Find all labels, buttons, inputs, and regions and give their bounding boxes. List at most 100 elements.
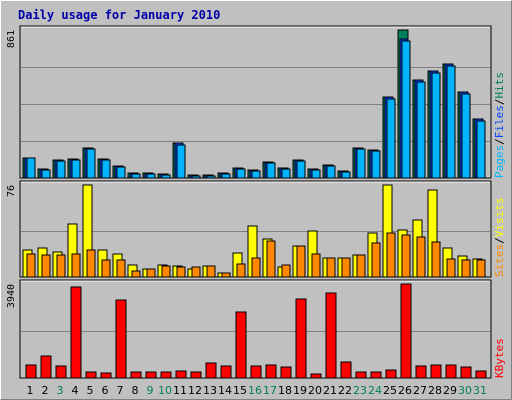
bar-kbytes xyxy=(235,311,247,379)
x-tick-label: 13 xyxy=(203,384,217,397)
bar-kbytes xyxy=(25,364,37,379)
bar-sites xyxy=(161,265,171,278)
bar-sites xyxy=(191,266,201,278)
bar-sites xyxy=(71,253,81,278)
bar-pages xyxy=(341,171,351,179)
bar-pages xyxy=(431,72,441,179)
series-pages xyxy=(26,40,486,179)
bar-pages xyxy=(236,168,246,179)
y-axis-legend: Pages/Files/Hits xyxy=(493,72,506,178)
x-tick-label: 24 xyxy=(368,384,382,397)
bar-kbytes xyxy=(355,371,367,379)
legend-kbytes: KBytes xyxy=(493,338,506,378)
bar-kbytes xyxy=(310,373,322,379)
bar-kbytes xyxy=(460,366,472,379)
bar-sites xyxy=(356,254,366,278)
bar-sites xyxy=(131,270,141,278)
bar-sites xyxy=(176,266,186,278)
bar-kbytes xyxy=(175,370,187,379)
bar-pages xyxy=(41,169,51,179)
bar-kbytes xyxy=(415,365,427,379)
series-sites xyxy=(26,232,486,278)
bar-sites xyxy=(86,249,96,278)
bar-pages xyxy=(71,159,81,179)
bar-sites xyxy=(26,253,36,278)
bar-pages xyxy=(371,150,381,179)
x-axis-labels: 1 2 3 4 5 6 7 8 9 10 11 12 13 14 15 16 17 18 19 20 21 22 23 24 2… xyxy=(27,384,488,397)
x-tick-label: 15 xyxy=(233,384,247,397)
chart-panels: 861Pages/Files/Hits76Sites/Visits3940KBy… xyxy=(6,25,506,379)
bar-sites xyxy=(146,268,156,278)
bar-pages xyxy=(476,120,486,179)
bar-pages xyxy=(206,175,216,179)
bar-kbytes xyxy=(220,365,232,379)
bar-kbytes xyxy=(70,286,82,379)
bar-pages xyxy=(191,175,201,179)
bar-pages xyxy=(131,173,141,179)
x-tick-label: 30 xyxy=(458,384,472,397)
bar-pages xyxy=(311,169,321,179)
bar-sites xyxy=(221,272,231,278)
bar-pages xyxy=(401,40,411,179)
x-tick-label: 11 xyxy=(173,384,187,397)
y-max-label: 76 xyxy=(6,185,17,197)
bar-pages xyxy=(86,148,96,179)
x-tick-label: 2 xyxy=(42,384,49,397)
x-tick-label: 1 xyxy=(27,384,34,397)
x-tick-label: 8 xyxy=(132,384,139,397)
x-tick-label: 28 xyxy=(428,384,442,397)
bar-kbytes xyxy=(400,283,412,379)
bar-pages xyxy=(386,98,396,179)
bar-sites xyxy=(341,257,351,278)
panel-3: 3940 KBytes xyxy=(6,279,506,379)
x-tick-label: 10 xyxy=(158,384,172,397)
y-axis-legend: KBytes xyxy=(493,338,506,378)
y-max-label: 3940 xyxy=(6,284,17,308)
x-tick-label: 5 xyxy=(87,384,94,397)
bar-kbytes xyxy=(115,299,127,379)
bar-kbytes xyxy=(475,370,487,379)
bar-kbytes xyxy=(130,371,142,379)
bar-kbytes xyxy=(190,371,202,379)
legend-separator: / xyxy=(493,138,506,145)
x-tick-label: 3 xyxy=(57,384,64,397)
bar-pages xyxy=(146,173,156,179)
x-tick-label: 31 xyxy=(473,384,487,397)
x-tick-label: 12 xyxy=(188,384,202,397)
x-tick-label: 23 xyxy=(353,384,367,397)
bar-pages xyxy=(221,173,231,179)
legend-pages: Pages xyxy=(493,145,506,178)
x-tick-label: 9 xyxy=(147,384,154,397)
bar-sites xyxy=(266,240,276,278)
x-tick-label: 26 xyxy=(398,384,412,397)
bar-sites xyxy=(56,254,66,278)
x-tick-label: 29 xyxy=(443,384,457,397)
x-tick-label: 6 xyxy=(102,384,109,397)
bar-kbytes xyxy=(325,292,337,379)
bar-pages xyxy=(116,166,126,179)
bar-kbytes xyxy=(145,371,157,379)
x-tick-label: 27 xyxy=(413,384,427,397)
bar-kbytes xyxy=(280,366,292,379)
bar-sites xyxy=(206,265,216,278)
bar-kbytes xyxy=(40,355,52,379)
bar-sites xyxy=(476,259,486,278)
x-tick-label: 17 xyxy=(263,384,277,397)
bar-kbytes xyxy=(445,364,457,379)
bar-pages xyxy=(296,160,306,179)
x-tick-label: 4 xyxy=(72,384,79,397)
bar-sites xyxy=(371,242,381,278)
bar-sites xyxy=(41,254,51,278)
bar-kbytes xyxy=(265,364,277,379)
bar-pages xyxy=(161,174,171,179)
bar-sites xyxy=(116,259,126,278)
bar-sites xyxy=(416,236,426,278)
bar-pages xyxy=(26,157,36,179)
bar-pages xyxy=(251,170,261,179)
bar-pages xyxy=(281,168,291,179)
chart-title: Daily usage for January 2010 xyxy=(18,8,220,22)
series-kbytes xyxy=(25,283,487,379)
bar-kbytes xyxy=(55,365,67,379)
